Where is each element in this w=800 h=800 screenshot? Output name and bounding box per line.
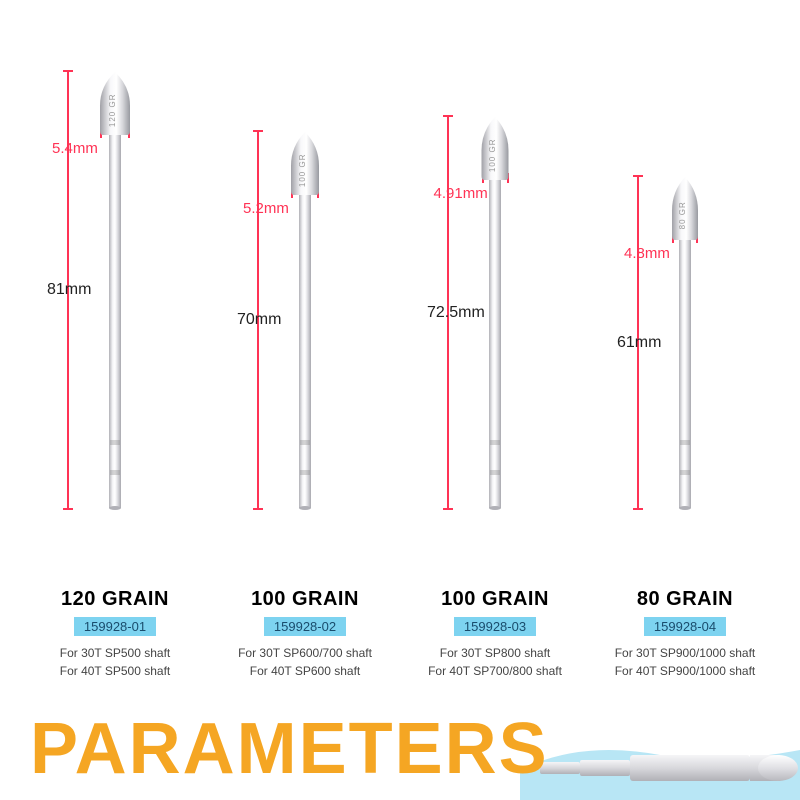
- spec-line-2: For 40T SP500 shaft: [60, 662, 171, 680]
- product-diagram: 61mm 4.8mm: [595, 40, 775, 573]
- product-1: 81mm 5.4mm: [25, 40, 205, 680]
- sku-badge: 159928-01: [74, 617, 156, 636]
- products-row: 81mm 5.4mm: [0, 0, 800, 680]
- sku-badge: 159928-02: [264, 617, 346, 636]
- product-diagram: 81mm 5.4mm: [25, 40, 205, 573]
- svg-text:100 GR: 100 GR: [488, 139, 497, 173]
- product-3: 72.5mm 4.91mm: [405, 40, 585, 680]
- product-diagram: 70mm 5.2mm: [215, 40, 395, 573]
- arrow-point-graphic: 120 GR: [75, 70, 155, 510]
- svg-text:100 GR: 100 GR: [298, 154, 307, 188]
- arrow-point-graphic: 80 GR: [645, 175, 725, 510]
- arrow-point-graphic: 100 GR: [265, 130, 345, 510]
- spec-line-1: For 30T SP500 shaft: [60, 644, 171, 662]
- grain-label: 100 GRAIN: [428, 588, 562, 611]
- product-info: 80 GRAIN 159928-04 For 30T SP900/1000 sh…: [615, 588, 756, 680]
- product-2: 70mm 5.2mm: [215, 40, 395, 680]
- grain-label: 120 GRAIN: [60, 588, 171, 611]
- product-4: 61mm 4.8mm: [595, 40, 775, 680]
- product-info: 100 GRAIN 159928-02 For 30T SP600/700 sh…: [238, 588, 372, 680]
- spec-line-1: For 30T SP600/700 shaft: [238, 644, 372, 662]
- grain-label: 100 GRAIN: [238, 588, 372, 611]
- sku-badge: 159928-03: [454, 617, 536, 636]
- footer: PARAMETERS: [0, 680, 800, 800]
- spec-line-2: For 40T SP600 shaft: [238, 662, 372, 680]
- arrow-point-graphic: 100 GR: [455, 115, 535, 510]
- spec-line-2: For 40T SP700/800 shaft: [428, 662, 562, 680]
- sku-badge: 159928-04: [644, 617, 726, 636]
- grain-label: 80 GRAIN: [615, 588, 756, 611]
- product-info: 120 GRAIN 159928-01 For 30T SP500 shaft …: [60, 588, 171, 680]
- footer-title: PARAMETERS: [30, 708, 549, 790]
- svg-text:120 GR: 120 GR: [108, 94, 117, 128]
- spec-line-1: For 30T SP800 shaft: [428, 644, 562, 662]
- footer-point-graphic: [520, 700, 800, 800]
- spec-line-2: For 40T SP900/1000 shaft: [615, 662, 756, 680]
- product-diagram: 72.5mm 4.91mm: [405, 40, 585, 573]
- svg-text:80 GR: 80 GR: [678, 201, 687, 229]
- product-info: 100 GRAIN 159928-03 For 30T SP800 shaft …: [428, 588, 562, 680]
- spec-line-1: For 30T SP900/1000 shaft: [615, 644, 756, 662]
